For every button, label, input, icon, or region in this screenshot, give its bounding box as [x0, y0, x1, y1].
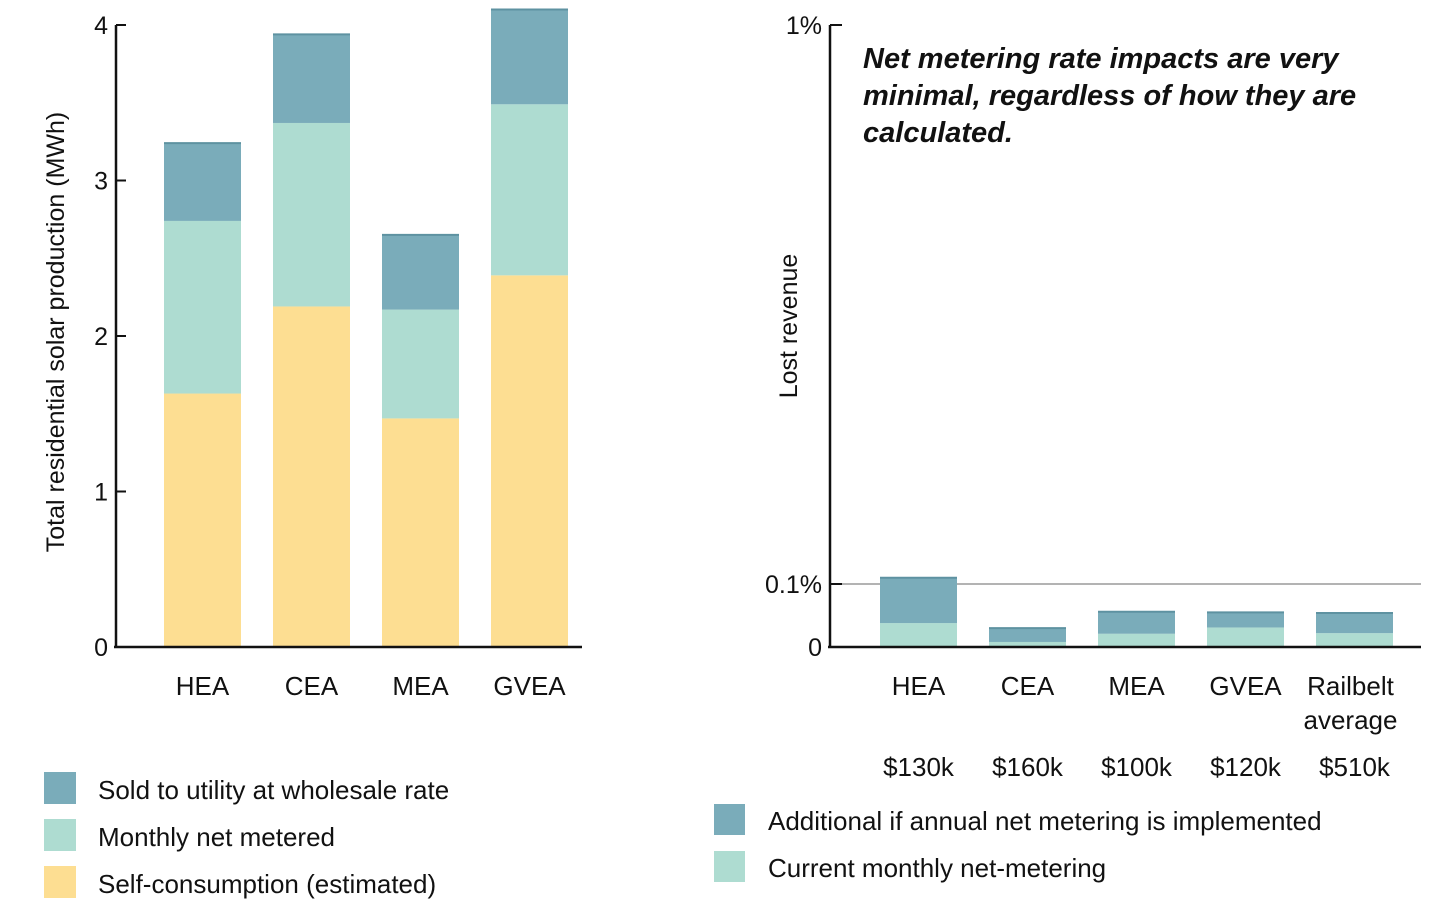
annotation-note: Net metering rate impacts are very minima… — [863, 43, 1356, 149]
rx-label-1-0: CEA — [1001, 671, 1055, 701]
right-x-labels: HEA CEA MEA GVEA Railbelt average — [892, 671, 1398, 735]
legend-label-0: Sold to utility at wholesale rate — [98, 775, 449, 805]
rx-label-0-0: HEA — [892, 671, 946, 701]
x-label-gvea: GVEA — [493, 671, 566, 701]
rbar-2-seg-1 — [1098, 611, 1175, 634]
cost-label-0: $130k — [883, 752, 955, 782]
legend-label-2: Self-consumption (estimated) — [98, 869, 436, 899]
annotation-line-0: Net metering rate impacts are very — [863, 43, 1340, 75]
bar-mea-seg-0 — [382, 418, 459, 647]
y-tick-label-2: 2 — [94, 323, 108, 351]
y-tick-label-0: 0 — [94, 634, 108, 662]
rbar-1-seg-1 — [989, 628, 1066, 642]
cost-label-1: $160k — [992, 752, 1064, 782]
y-tick-label-3: 3 — [94, 168, 108, 196]
rx-label-4-0: Railbelt — [1307, 671, 1394, 701]
x-label-cea: CEA — [285, 671, 339, 701]
legend-swatch-0 — [44, 772, 76, 804]
right-cost-labels: $130k $160k $100k $120k $510k — [883, 752, 1391, 782]
bar-gvea-seg-1 — [491, 104, 568, 276]
bar-mea-seg-2 — [382, 234, 459, 310]
legend-swatch-2 — [44, 866, 76, 898]
left-chart-production: 0 1 2 3 4 HEA CEA MEA GVEA Total residential so… — [42, 8, 582, 899]
right-bars — [880, 576, 1393, 647]
annotation-line-1: minimal, regardless of how they are — [863, 80, 1356, 112]
bar-hea-seg-0 — [164, 393, 241, 647]
x-label-mea: MEA — [392, 671, 449, 701]
rbar-3-seg-1 — [1207, 612, 1284, 628]
bar-mea-seg-1 — [382, 309, 459, 419]
rbar-4-seg-0 — [1316, 633, 1393, 647]
rbar-3-seg-0 — [1207, 627, 1284, 647]
r-tick-label-2: 1% — [786, 12, 822, 40]
annotation-line-2: calculated. — [863, 117, 1013, 149]
bar-hea-seg-1 — [164, 220, 241, 394]
bar-hea-seg-2 — [164, 143, 241, 221]
r-legend-label-1: Current monthly net-metering — [768, 853, 1106, 883]
rbar-1-seg-0 — [989, 641, 1066, 647]
x-label-hea: HEA — [176, 671, 230, 701]
right-chart-lost-revenue: 0 0.1% 1% HEA CEA MEA GVEA Railbelt average $13… — [714, 12, 1421, 883]
r-legend-swatch-0 — [714, 804, 745, 835]
bar-gvea-seg-0 — [491, 275, 568, 647]
left-y-ticks: 0 1 2 3 4 — [94, 12, 126, 662]
r-tick-label-1: 0.1% — [765, 571, 822, 599]
r-tick-label-0: 0 — [808, 634, 822, 662]
bar-cea-seg-2 — [273, 34, 350, 123]
left-legend: Sold to utility at wholesale rate Monthly… — [44, 772, 449, 899]
y-tick-label-4: 4 — [94, 12, 108, 40]
rbar-4-seg-1 — [1316, 612, 1393, 634]
legend-swatch-1 — [44, 819, 76, 851]
legend-label-1: Monthly net metered — [98, 822, 335, 852]
r-legend-label-0: Additional if annual net metering is imp… — [768, 806, 1322, 836]
right-y-axis-label: Lost revenue — [775, 254, 803, 399]
rx-label-4-1: average — [1304, 705, 1398, 735]
bar-cea-seg-0 — [273, 306, 350, 647]
cost-label-2: $100k — [1101, 752, 1173, 782]
left-bars — [164, 8, 568, 647]
cost-label-4: $510k — [1319, 752, 1391, 782]
rx-label-2-0: MEA — [1108, 671, 1165, 701]
right-legend: Additional if annual net metering is imp… — [714, 804, 1322, 883]
rbar-2-seg-0 — [1098, 633, 1175, 647]
rbar-0-seg-0 — [880, 623, 957, 647]
bar-gvea-seg-2 — [491, 9, 568, 105]
rx-label-3-0: GVEA — [1209, 671, 1282, 701]
right-y-ticks: 0 0.1% 1% — [765, 12, 842, 662]
bar-cea-seg-1 — [273, 122, 350, 307]
cost-label-3: $120k — [1210, 752, 1282, 782]
rbar-0-seg-1 — [880, 577, 957, 624]
left-x-labels: HEA CEA MEA GVEA — [176, 671, 567, 701]
left-y-axis-label: Total residential solar production (MWh) — [42, 112, 70, 552]
y-tick-label-1: 1 — [94, 479, 108, 507]
r-legend-swatch-1 — [714, 851, 745, 882]
